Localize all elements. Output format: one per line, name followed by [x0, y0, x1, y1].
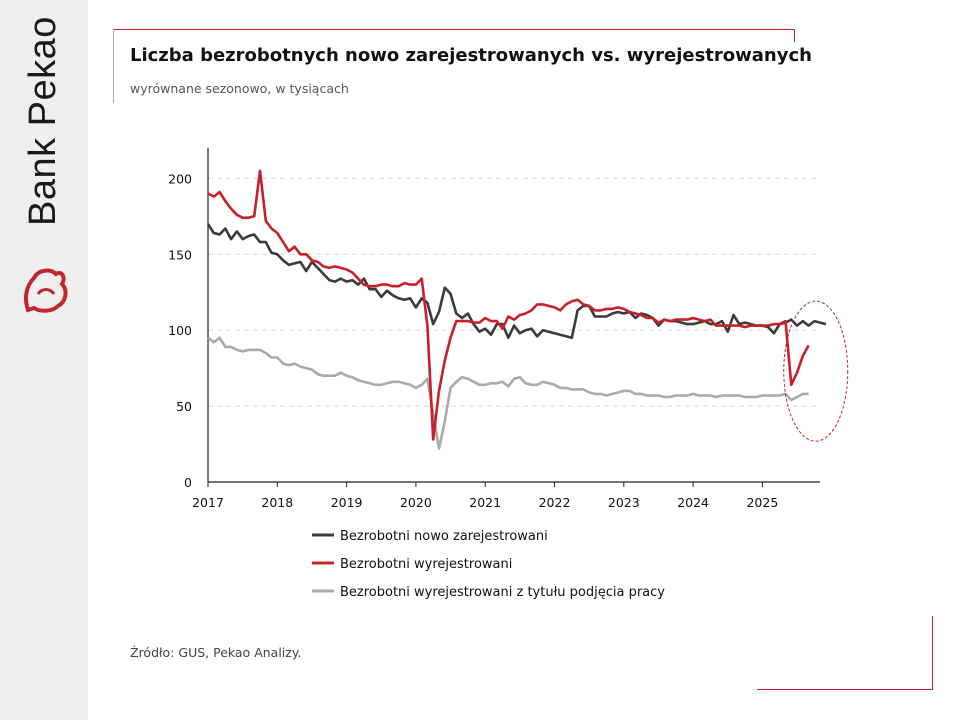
chart-title: Liczba bezrobotnych nowo zarejestrowanyc… — [130, 45, 812, 66]
y-tick-label: 0 — [184, 475, 192, 490]
source-note: Źródło: GUS, Pekao Analizy. — [130, 645, 302, 660]
frame-top-line — [113, 29, 795, 30]
x-tick-label: 2024 — [677, 495, 709, 510]
series-line-deregistered — [207, 169, 810, 441]
x-tick-label: 2020 — [400, 495, 432, 510]
frame-top-right-tick — [794, 29, 795, 42]
y-axis-ticks: 0 50 100 150 200 — [168, 171, 192, 490]
frame-bottom-right-vertical — [932, 616, 933, 690]
series-line-new-registered — [206, 223, 827, 340]
y-tick-label: 200 — [168, 171, 192, 186]
series-line-deregistered-job — [207, 336, 809, 450]
x-tick-label: 2019 — [331, 495, 363, 510]
legend-label: Bezrobotni nowo zarejestrowani — [340, 529, 548, 544]
y-tick-label: 150 — [168, 247, 192, 262]
frame-left-line — [113, 29, 114, 103]
chart-subtitle: wyrównane sezonowo, w tysiącach — [130, 81, 349, 96]
frame-bottom-right-horizontal — [757, 689, 933, 690]
x-tick-label: 2022 — [539, 495, 571, 510]
x-axis-ticks: 2017 2018 2019 2020 2021 2022 2023 2024 2025 — [192, 482, 778, 510]
sidebar-brand-strip — [0, 0, 88, 720]
x-tick-label: 2025 — [746, 495, 778, 510]
y-tick-label: 50 — [176, 399, 192, 414]
chart-axes — [207, 148, 820, 483]
series-lines — [206, 169, 827, 450]
legend-label: Bezrobotni wyrejestrowani — [340, 557, 512, 572]
x-tick-label: 2017 — [192, 495, 224, 510]
y-tick-label: 100 — [168, 323, 192, 338]
highlight-ellipse — [783, 300, 849, 442]
chart-legend: Bezrobotni nowo zarejestrowani Bezrobotni… — [312, 529, 665, 600]
bison-logo-icon — [24, 268, 68, 313]
grid-lines — [208, 177, 820, 407]
legend-label: Bezrobotni wyrejestrowani z tytułu podję… — [340, 585, 665, 600]
x-tick-label: 2018 — [261, 495, 293, 510]
x-tick-label: 2021 — [469, 495, 501, 510]
x-tick-label: 2023 — [608, 495, 640, 510]
